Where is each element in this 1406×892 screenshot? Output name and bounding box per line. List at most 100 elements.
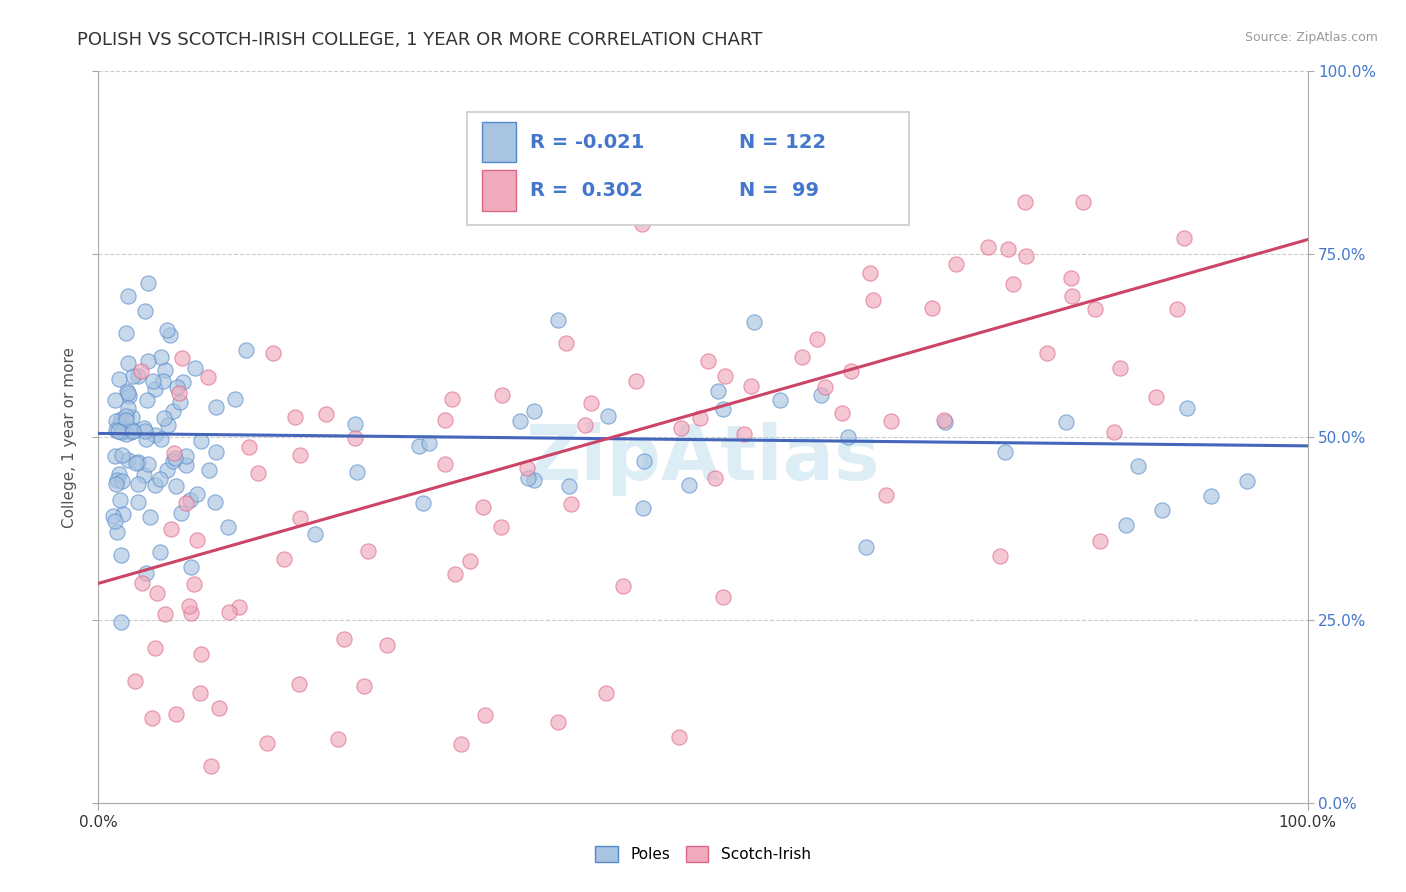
Point [875,488,897,502]
Point [412,496,434,510]
Point [598,409,620,423]
Point [547,715,569,730]
Point [1060,270,1083,285]
Point [408,439,430,453]
Point [136,276,159,290]
Text: N =  99: N = 99 [740,181,820,200]
Point [1236,474,1258,488]
Point [547,312,569,326]
Point [131,576,153,591]
Point [218,605,240,619]
Point [179,492,201,507]
Point [111,507,134,521]
FancyBboxPatch shape [482,170,516,211]
Point [246,466,269,480]
Point [159,327,181,342]
Point [127,476,149,491]
Point [124,673,146,688]
Y-axis label: College, 1 year or more: College, 1 year or more [62,347,77,527]
Point [557,479,579,493]
Point [1108,361,1130,376]
Point [711,591,734,605]
Point [110,425,132,439]
Point [224,392,246,406]
Point [792,350,814,364]
Point [180,606,202,620]
Point [733,427,755,442]
Point [1036,346,1059,360]
Point [595,686,617,700]
Point [163,446,186,460]
Point [115,426,138,441]
Point [150,432,173,446]
Point [105,414,128,428]
Point [921,301,943,315]
Point [631,501,654,516]
Point [167,386,190,401]
Legend: Poles, Scotch-Irish: Poles, Scotch-Irish [589,839,817,868]
Point [450,737,472,751]
Point [668,730,690,744]
Point [156,323,179,337]
Point [149,472,172,486]
Point [434,413,457,427]
Point [132,421,155,435]
Point [516,470,538,484]
Point [110,615,132,629]
Point [288,510,311,524]
Point [117,289,139,303]
Point [332,632,354,647]
Point [523,403,546,417]
Point [134,304,156,318]
Point [880,414,903,428]
Point [155,463,177,477]
Point [742,315,765,329]
Point [153,410,176,425]
Point [104,477,127,491]
Point [120,422,142,436]
FancyBboxPatch shape [467,112,908,225]
Point [131,363,153,377]
Point [1015,249,1038,263]
Point [136,392,159,407]
Point [711,402,734,417]
Point [104,392,127,407]
Point [163,450,186,465]
Point [1014,194,1036,209]
Point [111,474,134,488]
Point [183,577,205,591]
Point [149,545,172,559]
Point [115,409,138,423]
Point [117,453,139,467]
Point [114,326,136,340]
Point [179,599,201,613]
Text: R =  0.302: R = 0.302 [530,181,643,200]
Point [110,548,132,562]
Point [121,424,143,438]
Point [180,559,202,574]
Point [1199,489,1222,503]
Point [516,461,538,475]
Point [509,414,531,428]
Point [174,458,197,472]
Point [990,549,1012,563]
Point [713,368,735,383]
Point [132,467,155,482]
Point [103,508,125,523]
Point [491,388,513,402]
Point [162,404,184,418]
Point [1001,277,1024,291]
Text: POLISH VS SCOTCH-IRISH COLLEGE, 1 YEAR OR MORE CORRELATION CHART: POLISH VS SCOTCH-IRISH COLLEGE, 1 YEAR O… [77,31,762,49]
Point [1166,301,1188,316]
Point [117,385,139,400]
Point [523,474,546,488]
Point [108,418,131,433]
Point [143,382,166,396]
Point [375,638,398,652]
Point [574,417,596,432]
Point [115,384,138,399]
Point [120,425,142,439]
Point [474,708,496,723]
Point [1175,401,1198,415]
Point [343,431,366,445]
